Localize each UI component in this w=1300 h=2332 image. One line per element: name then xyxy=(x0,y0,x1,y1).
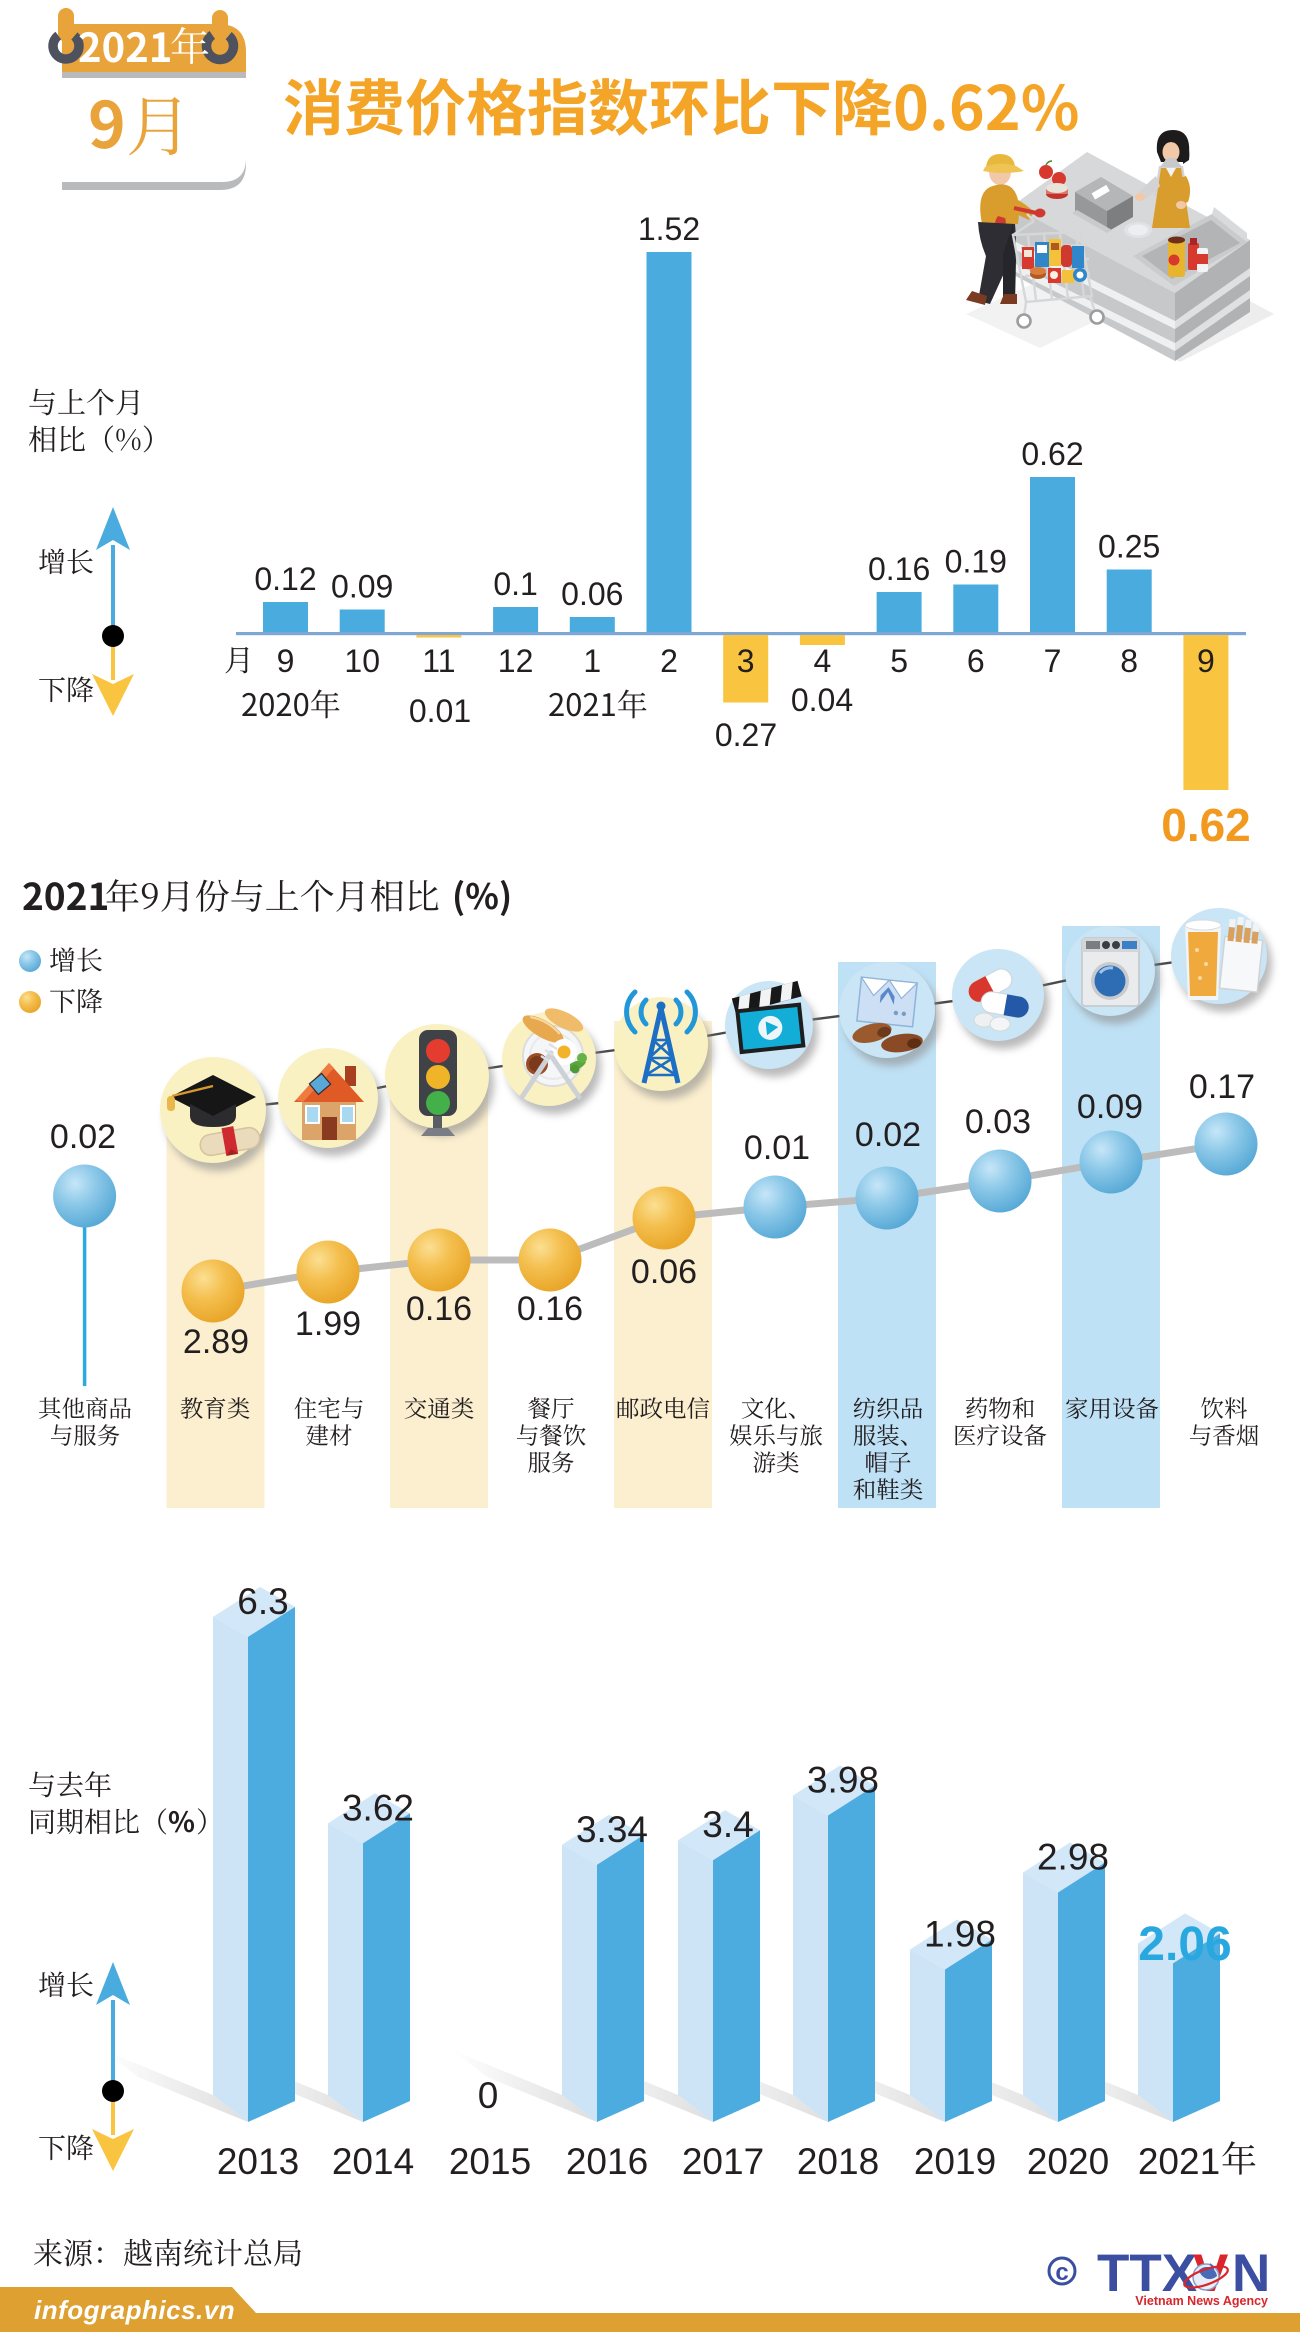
svg-text:3.4: 3.4 xyxy=(702,1804,753,1845)
svg-text:2.89: 2.89 xyxy=(183,1323,249,1361)
svg-text:3.62: 3.62 xyxy=(342,1787,414,1828)
svg-text:9: 9 xyxy=(1197,643,1215,679)
svg-text:0.19: 0.19 xyxy=(945,544,1007,580)
svg-text:8: 8 xyxy=(1120,643,1138,679)
svg-text:2014: 2014 xyxy=(332,2141,414,2182)
svg-text:0.01: 0.01 xyxy=(409,693,471,729)
svg-text:0.16: 0.16 xyxy=(406,1290,472,1328)
svg-text:0.62: 0.62 xyxy=(1021,436,1083,472)
svg-text:0.06: 0.06 xyxy=(631,1253,697,1291)
svg-text:2016: 2016 xyxy=(566,2141,648,2182)
svg-text:6: 6 xyxy=(967,643,985,679)
svg-text:6.3: 6.3 xyxy=(237,1581,288,1622)
svg-text:2021: 2021 xyxy=(1138,2141,1220,2182)
svg-text:0.17: 0.17 xyxy=(1189,1068,1255,1106)
svg-text:11: 11 xyxy=(422,643,455,679)
svg-text:0.09: 0.09 xyxy=(331,569,393,605)
svg-text:0.01: 0.01 xyxy=(744,1129,810,1167)
svg-text:2013: 2013 xyxy=(217,2141,299,2182)
svg-text:0.12: 0.12 xyxy=(254,561,316,597)
svg-text:1.99: 1.99 xyxy=(295,1305,361,1343)
svg-text:2: 2 xyxy=(660,643,678,679)
svg-text:1: 1 xyxy=(583,643,601,679)
svg-text:0.27: 0.27 xyxy=(715,717,777,753)
svg-text:0.03: 0.03 xyxy=(965,1103,1031,1141)
svg-text:5: 5 xyxy=(890,643,908,679)
svg-text:12: 12 xyxy=(498,643,534,679)
svg-text:3.34: 3.34 xyxy=(576,1809,648,1850)
svg-text:0.62: 0.62 xyxy=(1161,799,1251,851)
svg-text:2.98: 2.98 xyxy=(1037,1837,1109,1878)
svg-text:c: c xyxy=(1055,2259,1068,2286)
svg-text:0.1: 0.1 xyxy=(493,566,537,602)
svg-text:N: N xyxy=(1232,2244,1270,2303)
svg-text:10: 10 xyxy=(344,643,380,679)
svg-text:0.04: 0.04 xyxy=(791,682,853,718)
svg-text:7: 7 xyxy=(1044,643,1062,679)
svg-text:0.25: 0.25 xyxy=(1098,529,1160,565)
svg-text:0: 0 xyxy=(478,2075,499,2116)
svg-text:0.02: 0.02 xyxy=(855,1116,921,1154)
svg-text:Vietnam News Agency: Vietnam News Agency xyxy=(1135,2294,1268,2308)
svg-text:3.98: 3.98 xyxy=(807,1760,879,1801)
svg-text:0.16: 0.16 xyxy=(517,1290,583,1328)
svg-text:2020: 2020 xyxy=(1027,2141,1109,2182)
svg-text:4: 4 xyxy=(814,643,832,679)
svg-text:TTX: TTX xyxy=(1097,2244,1197,2303)
svg-text:0.06: 0.06 xyxy=(561,576,623,612)
svg-text:2017: 2017 xyxy=(682,2141,764,2182)
svg-text:0.02: 0.02 xyxy=(50,1118,116,1156)
svg-text:2.06: 2.06 xyxy=(1138,1918,1231,1971)
svg-text:2015: 2015 xyxy=(449,2141,531,2182)
svg-text:2018: 2018 xyxy=(797,2141,879,2182)
svg-text:0.16: 0.16 xyxy=(868,551,930,587)
svg-text:9: 9 xyxy=(277,643,295,679)
svg-text:2019: 2019 xyxy=(914,2141,996,2182)
svg-text:infographics.vn: infographics.vn xyxy=(34,2295,235,2325)
svg-text:3: 3 xyxy=(737,643,755,679)
svg-text:1.98: 1.98 xyxy=(924,1914,996,1955)
svg-text:0.09: 0.09 xyxy=(1077,1088,1143,1126)
svg-text:1.52: 1.52 xyxy=(638,211,700,247)
